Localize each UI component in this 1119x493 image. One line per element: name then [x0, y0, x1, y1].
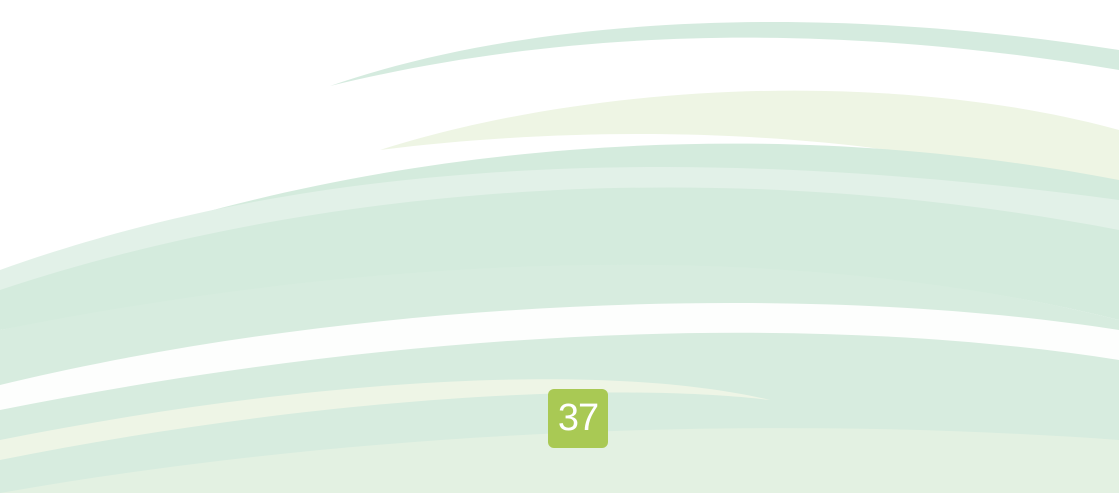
wave: [330, 22, 1119, 86]
wave: [380, 90, 1119, 200]
wave: [0, 428, 1119, 493]
wave: [0, 379, 770, 460]
wave: [0, 302, 1119, 410]
wave: [0, 167, 1119, 290]
page-number: 37: [548, 389, 608, 448]
